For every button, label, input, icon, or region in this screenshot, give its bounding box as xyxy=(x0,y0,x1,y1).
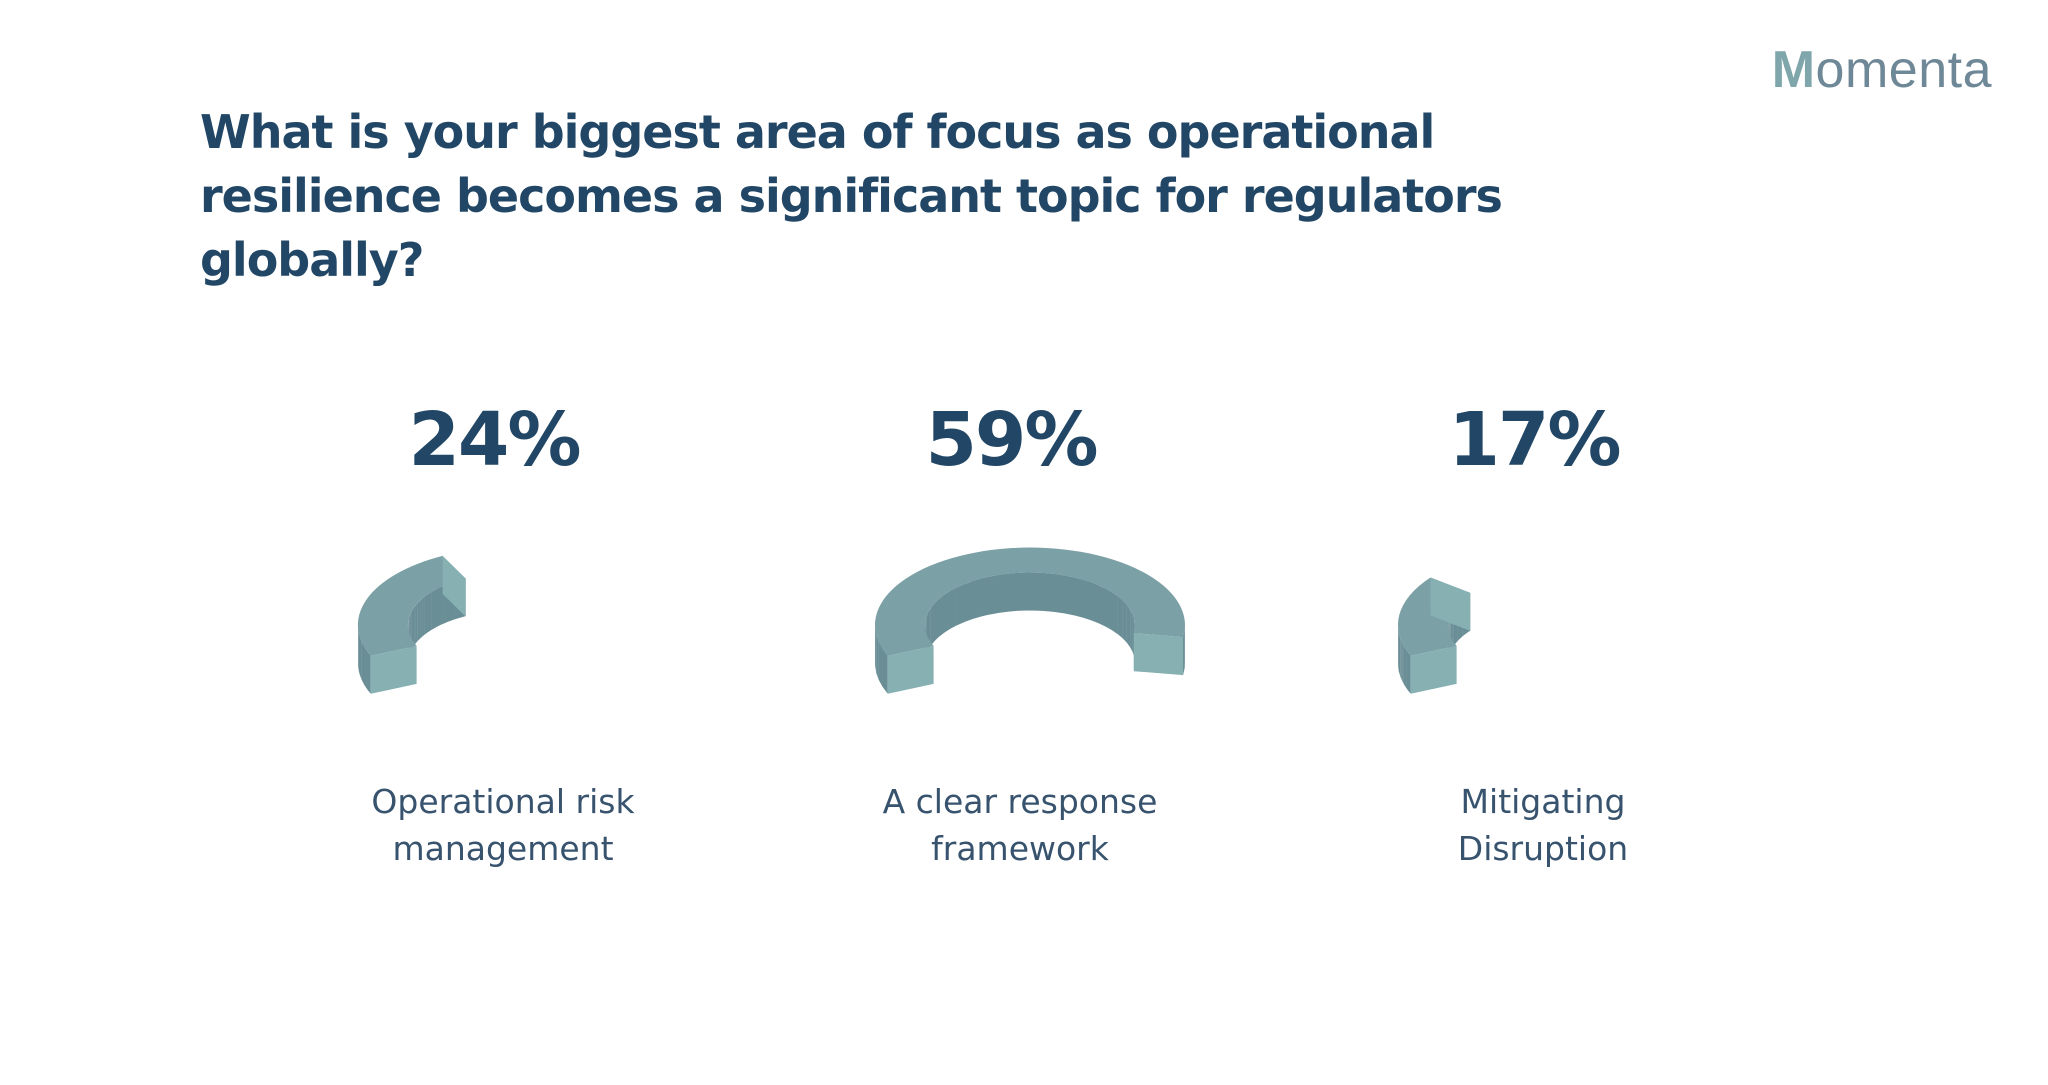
slice-inner-wall xyxy=(439,585,443,626)
slice-inner-wall xyxy=(1073,577,1083,618)
slice-inner-wall xyxy=(988,575,999,615)
slice-outer-wall xyxy=(358,633,360,675)
slice-inner-wall xyxy=(1098,585,1106,627)
slice-outer-wall xyxy=(1403,645,1405,686)
value-label: 24% xyxy=(408,397,579,483)
slice-outer-wall xyxy=(363,644,365,686)
slice-outer-wall xyxy=(1400,639,1402,680)
slice-inner-wall xyxy=(420,598,423,638)
slice-inner-wall xyxy=(429,591,432,632)
slice-inner-wall xyxy=(1045,573,1056,613)
slice-inner-wall xyxy=(934,598,939,642)
slice-outer-wall xyxy=(875,627,877,674)
slice-inner-wall xyxy=(1007,572,1018,612)
slice-end-cap xyxy=(1430,577,1470,631)
slice-outer-wall xyxy=(1402,643,1404,684)
slice-inner-wall xyxy=(949,587,957,629)
donut-group: 24% Operational risk management xyxy=(357,397,635,868)
slice-inner-wall xyxy=(1036,572,1047,612)
slice-outer-wall xyxy=(882,648,888,694)
slice-outer-wall xyxy=(876,634,879,681)
category-label: management xyxy=(392,829,613,868)
slice-inner-wall xyxy=(980,576,990,617)
slice-inner-wall xyxy=(411,608,414,649)
slice-inner-wall xyxy=(971,578,981,620)
slice-inner-wall xyxy=(414,605,416,646)
slice-inner-wall xyxy=(1111,592,1118,635)
slice-inner-wall xyxy=(956,584,965,626)
slice-outer-wall xyxy=(1400,637,1401,678)
logo-wordmark: omenta xyxy=(1815,41,1992,99)
slice-end-cap xyxy=(1133,633,1184,676)
value-label: 17% xyxy=(1448,397,1619,483)
slice-inner-wall xyxy=(1105,588,1113,631)
slice-start-cap xyxy=(887,645,934,694)
value-label: 59% xyxy=(925,397,1096,483)
category-label: Operational risk xyxy=(371,782,635,821)
slice-outer-wall xyxy=(361,641,364,683)
donut-group: 17% Mitigating Disruption xyxy=(1397,397,1628,868)
category-label: A clear response xyxy=(883,782,1158,821)
slice-outer-wall xyxy=(1404,647,1407,688)
logo-initial: M xyxy=(1771,41,1816,99)
slice-outer-wall xyxy=(1398,631,1399,672)
slice-outer-wall xyxy=(1406,649,1408,690)
slice-inner-wall xyxy=(1064,575,1075,616)
slice-outer-wall xyxy=(360,638,362,680)
page-title: What is your biggest area of focus as op… xyxy=(200,105,1503,287)
slice-top xyxy=(874,547,1185,656)
slice-inner-wall xyxy=(1026,572,1037,611)
slice-inner-wall xyxy=(1016,572,1027,611)
slice-outer-wall xyxy=(1401,641,1403,682)
slice-inner-wall xyxy=(997,573,1008,613)
slice-inner-wall xyxy=(1126,604,1131,648)
slice-end-cap xyxy=(442,555,466,617)
slice-inner-wall xyxy=(1130,609,1133,653)
donut-group: 59% A clear response framework xyxy=(874,397,1185,868)
slice-top xyxy=(357,555,466,656)
slice-outer-wall xyxy=(1407,651,1410,692)
slice-outer-wall xyxy=(359,635,361,677)
slice-inner-wall xyxy=(1055,574,1066,614)
slice-outer-wall xyxy=(1398,633,1400,674)
category-label: Mitigating xyxy=(1461,782,1626,821)
slice-outer-wall xyxy=(368,652,371,694)
slice-outer-wall xyxy=(1399,635,1401,676)
category-label: framework xyxy=(931,829,1110,868)
slice-inner-wall xyxy=(434,588,438,629)
category-label: Disruption xyxy=(1458,829,1628,868)
slice-inner-wall xyxy=(938,594,945,637)
slice-outer-wall xyxy=(1408,653,1411,694)
slice-inner-wall xyxy=(436,587,440,627)
slice-inner-wall xyxy=(424,594,428,635)
slice-inner-wall xyxy=(418,599,421,640)
slice-inner-wall xyxy=(422,596,425,637)
slice-start-cap xyxy=(1410,645,1457,694)
slice-inner-wall xyxy=(930,603,935,646)
slice-inner-wall xyxy=(417,601,419,642)
slice-inner-wall xyxy=(963,581,972,623)
slice-inner-wall xyxy=(1117,596,1123,639)
slice-inner-wall xyxy=(1090,582,1099,624)
slice-inner-wall xyxy=(415,603,418,644)
slice-outer-wall xyxy=(364,647,367,689)
slice-outer-wall xyxy=(358,630,359,672)
slice-inner-wall xyxy=(426,593,430,633)
slice-outer-wall xyxy=(366,650,369,692)
slice-inner-wall xyxy=(944,590,951,633)
slice-outer-wall xyxy=(1183,630,1185,676)
slice-inner-wall xyxy=(431,590,435,630)
slice-outer-wall xyxy=(878,641,883,688)
slice-inner-wall xyxy=(1082,579,1091,621)
slice-inner-wall xyxy=(1122,600,1127,643)
slice-start-cap xyxy=(370,645,417,694)
slice-inner-wall xyxy=(412,607,415,648)
